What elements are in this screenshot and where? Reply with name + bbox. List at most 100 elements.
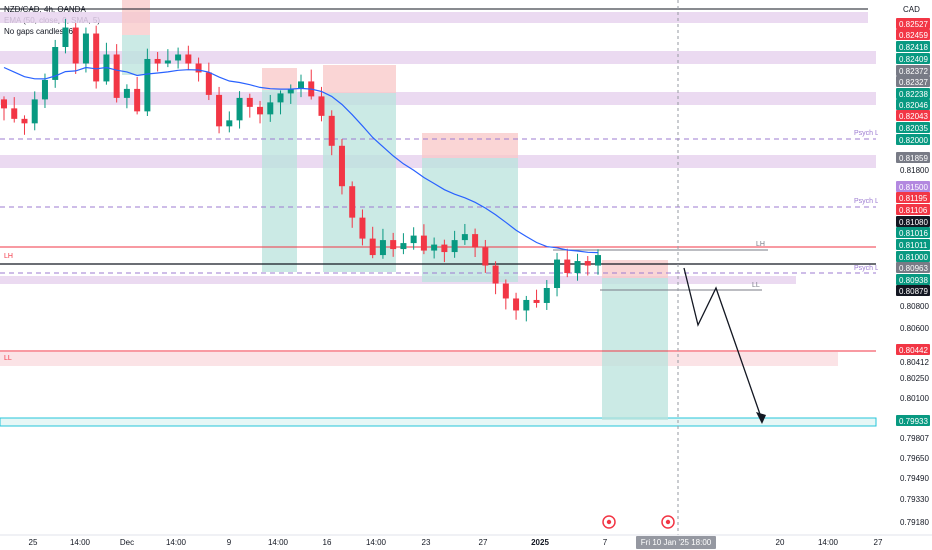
candle-body [144, 58, 151, 112]
projection-path [683, 267, 763, 421]
candle-body [472, 234, 479, 248]
price-tag-label: 0.82046 [899, 101, 928, 110]
lh-ray-label: LH [756, 241, 765, 248]
candle-body [390, 240, 397, 250]
price-tag [896, 18, 930, 29]
price-tick-label: 0.79330 [900, 495, 929, 504]
time-tick-label: 27 [874, 538, 883, 547]
price-tag [896, 41, 930, 52]
candle-body [318, 96, 325, 116]
candle-body [492, 265, 499, 284]
take-profit-box[interactable] [602, 278, 668, 420]
time-tick-label: 23 [422, 538, 431, 547]
candle-body [154, 58, 161, 64]
price-tag-label: 0.81000 [899, 253, 928, 262]
stop-loss-box[interactable] [323, 65, 396, 93]
price-tick-label: 0.79650 [900, 454, 929, 463]
stop-loss-box[interactable] [122, 0, 150, 35]
candle-body [451, 240, 458, 253]
crosshair-time-label: Fri 10 Jan '25 18:00 [641, 538, 712, 547]
currency-label: CAD [903, 5, 920, 14]
price-tag-label: 0.81106 [899, 206, 928, 215]
price-tag-label: 0.82372 [899, 67, 928, 76]
price-tag [896, 227, 930, 238]
candle-body [554, 259, 561, 288]
price-tick-label: 0.80250 [900, 374, 929, 383]
candle-body [574, 261, 581, 274]
price-tag [896, 29, 930, 40]
candle-body [543, 287, 550, 303]
price-tag-label: 0.81011 [899, 241, 928, 250]
candle-body [369, 238, 376, 256]
stop-loss-box[interactable] [262, 68, 297, 90]
candle-body [195, 63, 202, 73]
time-tick-label: 7 [603, 538, 608, 547]
supply-zone [0, 92, 876, 105]
economic-event-icon[interactable] [602, 515, 616, 529]
price-tick-label: 0.79180 [900, 518, 929, 527]
supply-zone [0, 276, 796, 284]
candle-body [185, 54, 192, 64]
candle-body [502, 283, 509, 299]
candle-body [564, 259, 571, 274]
price-tick-label: 0.80800 [900, 302, 929, 311]
candle-body [298, 81, 304, 89]
lh-label: LH [4, 253, 13, 260]
candle-body [216, 94, 223, 127]
price-tag-label: 0.82459 [899, 31, 928, 40]
candle-body [349, 186, 356, 218]
candle-body [420, 235, 427, 251]
economic-event-icon[interactable] [661, 515, 675, 529]
candle-body [11, 108, 18, 119]
price-tag [896, 344, 930, 355]
price-tag-label: 0.80879 [899, 287, 928, 296]
psych-level-label: Psych Level [854, 198, 892, 205]
candle-body [164, 60, 171, 64]
price-tag [896, 99, 930, 110]
stop-loss-box[interactable] [422, 133, 518, 158]
price-tick-label: 0.81800 [900, 166, 929, 175]
price-tag [896, 216, 930, 227]
price-tag [896, 110, 930, 121]
time-tick-label: 9 [227, 538, 232, 547]
candle-body [338, 145, 345, 187]
time-axis-bg [0, 535, 932, 550]
price-tag-label: 0.82238 [899, 90, 928, 99]
gaps-indicator-label[interactable]: No gaps candles (6) [4, 27, 76, 36]
price-tag-label: 0.82327 [899, 78, 928, 87]
time-tick-label: 27 [479, 538, 488, 547]
economic-event-icon [606, 519, 612, 525]
candle-body [62, 27, 69, 47]
take-profit-box[interactable] [262, 90, 297, 272]
time-tick-label: 14:00 [268, 538, 289, 547]
stop-loss-box[interactable] [602, 260, 668, 278]
candle-body [595, 255, 601, 266]
candle-body [175, 54, 182, 61]
candle-body [513, 298, 520, 311]
price-tag-label: 0.81195 [899, 194, 928, 203]
price-tag-label: 0.82527 [899, 20, 928, 29]
price-tick-label: 0.80412 [900, 358, 929, 367]
candle-body [257, 106, 264, 115]
price-tag-label: 0.82418 [899, 43, 928, 52]
candle-body [41, 79, 48, 100]
candle-body [113, 54, 120, 98]
price-tag [896, 53, 930, 64]
candle-body [277, 93, 284, 103]
price-tag-label: 0.80963 [899, 264, 928, 273]
price-tag-label: 0.82035 [899, 124, 928, 133]
price-tag-label: 0.81859 [899, 154, 928, 163]
candle-body [461, 234, 468, 241]
price-tag [896, 285, 930, 296]
candle-body [287, 88, 294, 94]
arrow-head-icon [756, 412, 766, 424]
candle-body [246, 97, 253, 107]
price-tag-label: 0.81500 [899, 183, 928, 192]
price-tag-label: 0.82000 [899, 136, 928, 145]
price-tag [896, 251, 930, 262]
economic-event-icon [665, 519, 671, 525]
price-tag [896, 192, 930, 203]
target-zone [0, 417, 877, 427]
price-tick-label: 0.79490 [900, 474, 929, 483]
